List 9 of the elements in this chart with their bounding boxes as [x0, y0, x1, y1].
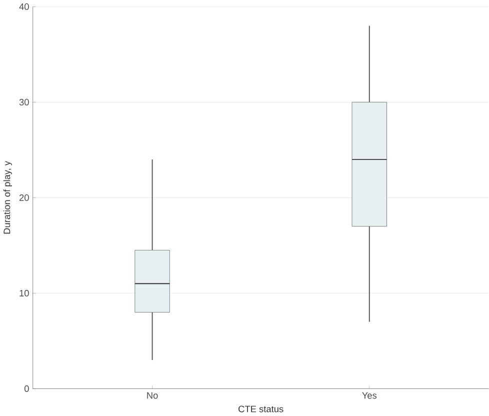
y-tick-label: 40: [19, 4, 29, 10]
y-tick-label: 0: [24, 386, 29, 392]
y-axis-title: Duration of play, y: [3, 161, 12, 234]
y-tick-label: 30: [19, 99, 29, 106]
x-axis-title: CTE status: [238, 406, 284, 412]
y-tick-label: 20: [19, 194, 29, 202]
x-tick-label: No: [147, 392, 158, 399]
y-tick-label: 10: [20, 290, 29, 297]
x-tick-label: Yes: [362, 392, 377, 399]
